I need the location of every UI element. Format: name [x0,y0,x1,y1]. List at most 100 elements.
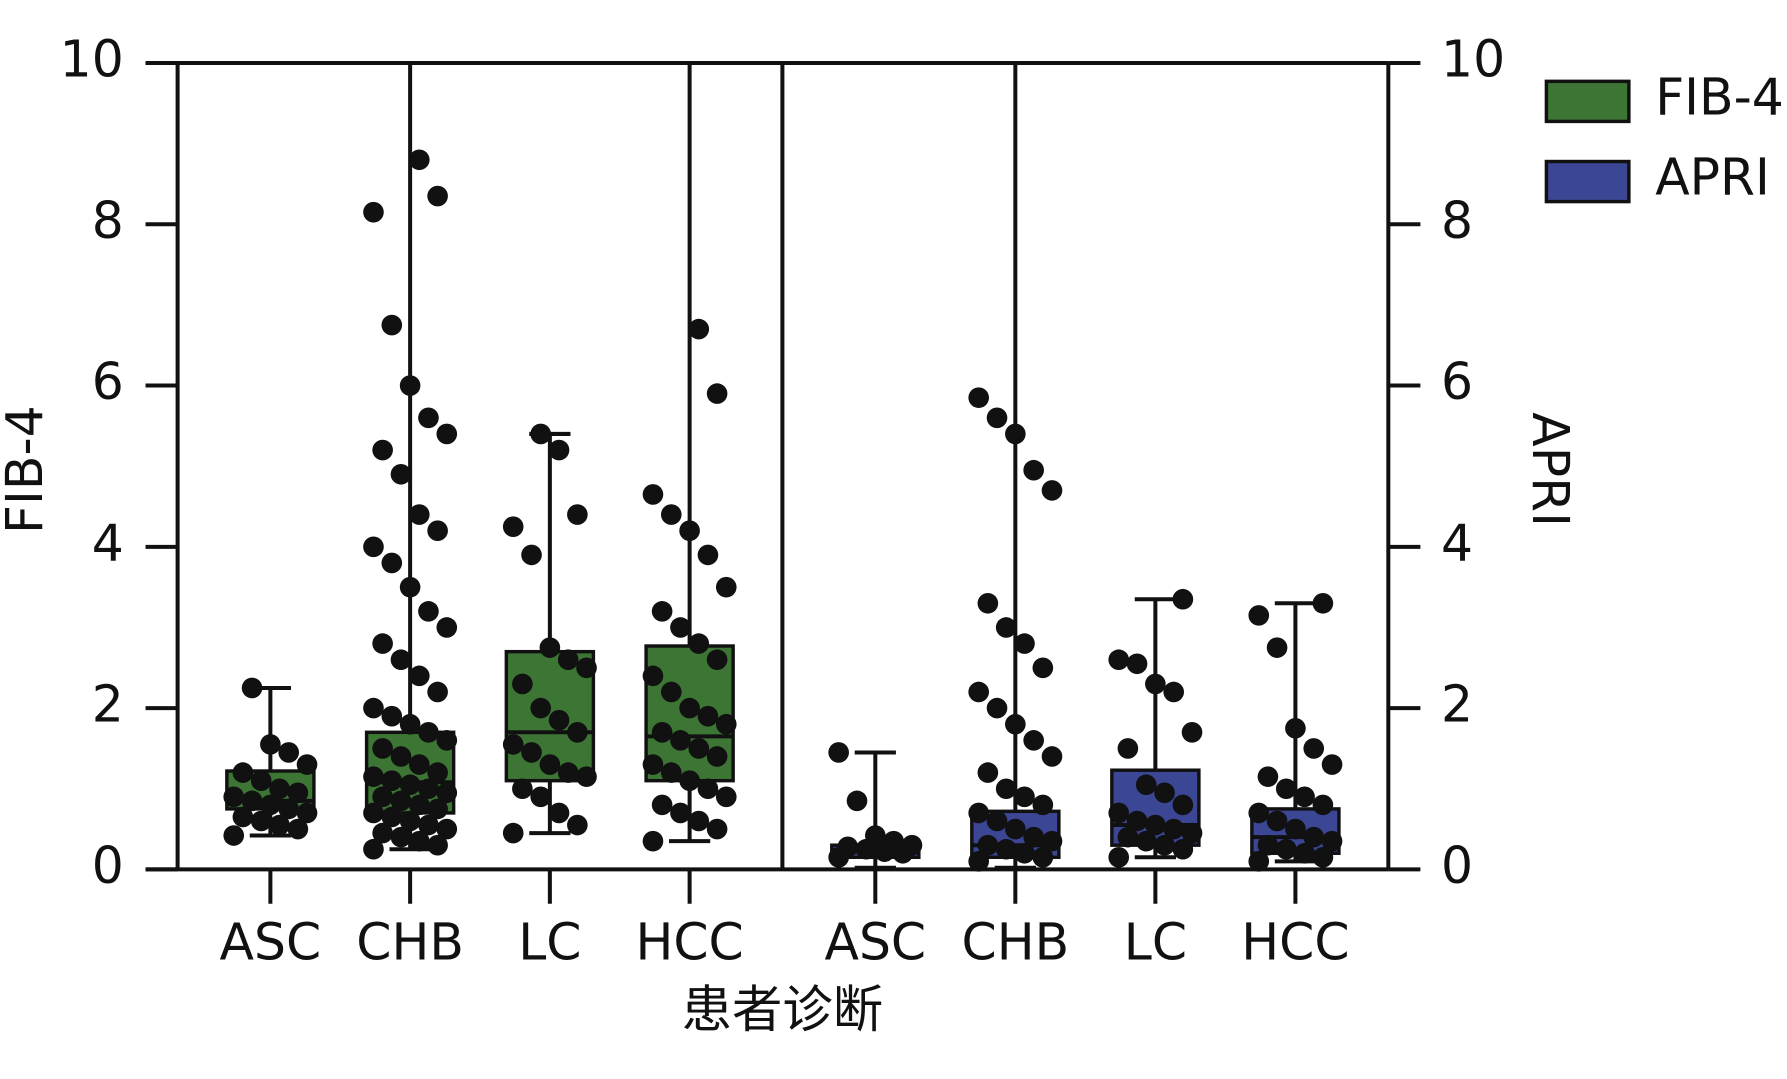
data-point [567,721,588,743]
data-point [828,742,849,763]
data-point [1285,818,1306,840]
data-point [427,834,448,856]
data-point [567,504,588,525]
data-point [977,592,999,614]
data-point [390,826,412,848]
data-point [1023,459,1044,481]
data-point [1032,794,1054,816]
data-point [1266,637,1288,658]
data-point [706,746,728,767]
data-point [436,730,458,751]
data-point [1117,826,1139,848]
data-point [1154,782,1175,804]
data-point [408,665,430,687]
data-point [436,818,458,840]
data-point [557,649,579,671]
data-point [1108,846,1130,868]
data-point [1108,649,1130,671]
y2-tick-label: 0 [1441,836,1473,895]
x-axis-label: 患者诊断 [682,980,884,1039]
data-point [250,770,272,791]
data-point [1032,657,1054,679]
data-point [688,318,710,340]
data-point [399,713,421,735]
data-point [1032,846,1054,868]
data-point [901,834,923,856]
x-tick-label: ASC [825,913,927,972]
data-point [688,633,710,654]
data-point [968,387,990,408]
data-point [660,504,682,525]
legend-swatch [1544,79,1631,124]
data-point [223,786,245,808]
data-point [986,810,1008,832]
data-point [1041,830,1063,852]
y-axis-label: FIB-4 [0,405,54,534]
data-point [679,520,700,542]
data-point [408,504,430,525]
data-point [372,786,393,808]
data-point [1145,673,1166,695]
data-point [250,810,272,832]
data-point [548,802,570,824]
data-point [502,516,524,537]
data-point [1126,810,1148,832]
data-point [651,794,673,816]
data-point [381,770,403,791]
data-point [1285,717,1306,739]
data-point [436,617,458,638]
data-point [968,802,990,824]
y2-tick-label: 8 [1441,191,1473,250]
data-point [427,681,448,703]
legend-swatch [1544,159,1631,204]
data-point [436,782,458,804]
data-point [679,770,700,791]
data-point [502,734,524,755]
data-point [418,721,439,743]
data-point [679,697,700,719]
y-tick-label: 4 [92,513,124,572]
data-point [977,762,999,783]
data-point [521,544,542,566]
x-tick-label: HCC [1241,913,1349,972]
data-point [1005,423,1026,445]
data-point [715,713,737,735]
data-point [372,439,393,461]
data-point [837,836,859,858]
legend-label: APRI [1655,147,1770,206]
data-point [1275,838,1297,860]
data-point [995,617,1017,638]
data-point [530,697,552,719]
data-point [223,825,245,846]
data-point [1145,814,1166,836]
data-point [381,314,403,336]
data-point [576,657,597,679]
data-point [688,810,710,832]
data-point [241,677,263,699]
data-point [1294,786,1315,808]
data-point [567,814,588,836]
data-point [1005,818,1026,840]
data-point [372,633,393,654]
data-point [381,705,403,727]
data-point [287,818,309,840]
data-point [1303,826,1325,848]
data-point [1248,851,1270,872]
data-point [512,778,533,800]
data-point [1275,778,1297,800]
data-point [363,802,384,824]
data-point [372,738,393,759]
legend-label: FIB-4 [1655,67,1784,126]
data-point [399,810,421,832]
data-point [995,778,1017,800]
data-point [1135,830,1157,852]
data-point [651,721,673,743]
data-point [399,375,421,396]
data-point [408,830,430,852]
data-point [706,649,728,671]
data-point [642,665,664,687]
data-point [363,838,384,860]
data-point [1266,810,1288,832]
data-point [1014,633,1035,654]
